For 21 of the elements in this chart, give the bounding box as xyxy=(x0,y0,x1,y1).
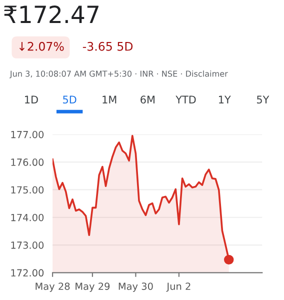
x-tick-label: May 30 xyxy=(118,282,153,292)
x-tick-label: Jun 2 xyxy=(166,282,190,292)
text: 6M xyxy=(140,96,154,104)
text: 5D xyxy=(63,96,76,104)
x-tick-label: May 28 xyxy=(36,282,70,292)
text: 5Y xyxy=(257,96,270,104)
text: 1Y xyxy=(219,96,231,104)
text: 1M xyxy=(102,96,116,104)
y-tick-label: 173.00 xyxy=(11,242,44,249)
y-tick-label: 177.00 xyxy=(11,130,44,138)
x-tick-label: May 29 xyxy=(76,282,110,292)
y-tick-label: 176.00 xyxy=(11,158,44,166)
chart-title: ₹172.47 xyxy=(4,5,98,24)
y-tick-label: 172.00 xyxy=(11,269,44,277)
text: -3.65 5D xyxy=(82,42,133,51)
y-tick-label: 174.00 xyxy=(11,214,44,222)
y-tick-label: 175.00 xyxy=(11,186,44,194)
text: YTD xyxy=(176,96,196,104)
text: ↓2.07% xyxy=(19,42,64,51)
text: 1D xyxy=(25,96,38,104)
text: Jun 3, 10:08:07 AM GMT+5:30 · INR · NSE · Disclaimer xyxy=(10,70,228,78)
